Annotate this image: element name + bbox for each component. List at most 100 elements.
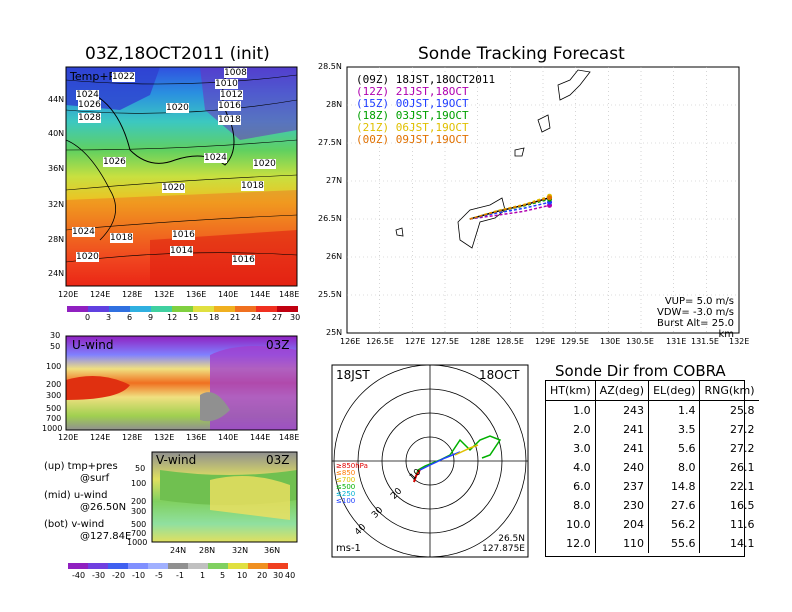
isobar-label: 1016: [232, 255, 255, 265]
colorbar-label: 1: [200, 571, 206, 580]
y-tick-label: 100: [46, 362, 62, 371]
cell: 22.1: [730, 480, 755, 493]
isobar-label: 1020: [253, 159, 276, 169]
legend-mid: (mid) u-wind: [44, 490, 108, 501]
param-vdw: VDW= -3.0 m/s: [657, 307, 734, 318]
x-tick-label: 132E: [154, 290, 175, 299]
colorbar-label: 6: [127, 313, 133, 322]
colorbar-label: -10: [132, 571, 146, 580]
x-tick-label: 36N: [264, 546, 281, 555]
x-tick-label: 129E: [535, 337, 556, 346]
colorbar-label: 40: [285, 571, 296, 580]
table-row: 8.0 230 27.6 16.5: [546, 496, 759, 515]
legend-bot: (bot) v-wind: [44, 519, 105, 530]
cell: 12.0: [546, 534, 596, 553]
cell: 240: [595, 458, 650, 477]
table-row: 6.0 237 14.8 22.1: [546, 477, 759, 496]
x-tick-label: 126.5E: [366, 337, 394, 346]
track-legend-item: (12Z) 21JST,18OCT: [356, 85, 469, 98]
temp-map: [65, 66, 298, 287]
cell: 1.4: [648, 400, 701, 420]
cell: 1.0: [546, 400, 596, 420]
colorbar-label: 15: [188, 313, 199, 322]
cell: 10.0: [546, 515, 596, 534]
x-tick-label: 127E: [405, 337, 426, 346]
x-tick-label: 120E: [58, 433, 79, 442]
cell: 241: [595, 439, 650, 458]
level-item: ≤250: [336, 490, 356, 498]
polar-plot: [331, 364, 529, 558]
y-tick-label: 1000: [42, 424, 63, 433]
legend-bot2: @127.84E: [80, 531, 132, 542]
y-tick-label: 32N: [48, 200, 65, 209]
isobar-label: 1018: [241, 181, 264, 191]
table-header-row: HT(km) AZ(deg) EL(deg) RNG(km): [546, 381, 759, 401]
x-tick-label: 148E: [279, 433, 300, 442]
x-tick-label: 130.5E: [626, 337, 654, 346]
track-legend-item: (21Z) 06JST,19OCT: [356, 121, 469, 134]
isobar-label: 1022: [112, 72, 135, 82]
cell: 55.6: [648, 534, 701, 553]
table-row: 12.0 110 55.6 14.1: [546, 534, 759, 553]
isobar-label: 1020: [162, 183, 185, 193]
cell: 11.6: [730, 518, 755, 531]
track-series-line: [469, 204, 550, 220]
x-tick-label: 144E: [250, 433, 271, 442]
y-tick-label: 27N: [326, 176, 343, 185]
y-tick-label: 26N: [326, 252, 343, 261]
colorbar-label: 21: [230, 313, 241, 322]
polar-level-legend: ≥850hPa ≤850 ≤700 ≤500 ≤250 ≤100: [336, 463, 368, 505]
sonde-table-frame: HT(km) AZ(deg) EL(deg) RNG(km) 1.0 243 1…: [545, 380, 759, 557]
colorbar-label: -5: [155, 571, 163, 580]
isobar-label: 1020: [76, 252, 99, 262]
x-tick-label: 136E: [186, 433, 207, 442]
colorbar-label: 30: [290, 313, 301, 322]
cell: 237: [595, 477, 650, 496]
map-title: 03Z,18OCT2011 (init): [85, 44, 270, 64]
table-row: 1.0 243 1.4 25.8: [546, 400, 759, 420]
x-tick-label: 136E: [186, 290, 207, 299]
x-tick-label: 32N: [232, 546, 249, 555]
polar-unit: ms-1: [336, 543, 361, 554]
y-tick-label: 28N: [48, 235, 65, 244]
cell: 56.2: [648, 515, 701, 534]
col-header: AZ(deg): [595, 381, 650, 401]
y-tick-label: 300: [131, 507, 147, 516]
polar-date: 18OCT: [479, 368, 520, 382]
level-item: ≥850hPa: [336, 462, 368, 470]
colorbar-label: 3: [106, 313, 112, 322]
y-tick-label: 24N: [48, 269, 65, 278]
isobar-label: 1024: [76, 90, 99, 100]
x-tick-label: 132E: [154, 433, 175, 442]
x-tick-label: 124E: [90, 290, 111, 299]
x-tick-label: 148E: [279, 290, 300, 299]
level-item: ≤500: [336, 483, 356, 491]
y-tick-label: 300: [46, 391, 62, 400]
y-tick-label: 28N: [326, 100, 343, 109]
cell: 25.8: [730, 404, 755, 417]
track-lines: [469, 193, 553, 220]
colorbar-label: -30: [92, 571, 106, 580]
track-series-line: [469, 196, 550, 220]
table-row: 2.0 241 3.5 27.2: [546, 420, 759, 439]
isobar-label: 1016: [218, 101, 241, 111]
polar-lat: 26.5N: [498, 534, 525, 544]
legend-up: (up) tmp+pres: [44, 461, 118, 472]
colorbar-label: 12: [167, 313, 178, 322]
sonde-table: HT(km) AZ(deg) EL(deg) RNG(km) 1.0 243 1…: [546, 381, 759, 553]
isobar-label: 1028: [78, 113, 101, 123]
x-tick-label: 24N: [170, 546, 187, 555]
wind-colorbar: [68, 563, 288, 569]
cell: 27.6: [648, 496, 701, 515]
track-title: Sonde Tracking Forecast: [418, 44, 625, 64]
y-tick-label: 200: [46, 380, 62, 389]
col-header: RNG(km): [699, 381, 759, 401]
level-item: ≤850: [336, 469, 356, 477]
isobar-label: 1018: [218, 115, 241, 125]
y-tick-label: 25.5N: [318, 290, 342, 299]
temp-colorbar: [67, 306, 298, 312]
cell: 14.8: [648, 477, 701, 496]
isobar-label: 1016: [172, 230, 195, 240]
y-tick-label: 27.5N: [318, 138, 342, 147]
track-legend-item: (15Z) 00JST,19OCT: [356, 97, 469, 110]
